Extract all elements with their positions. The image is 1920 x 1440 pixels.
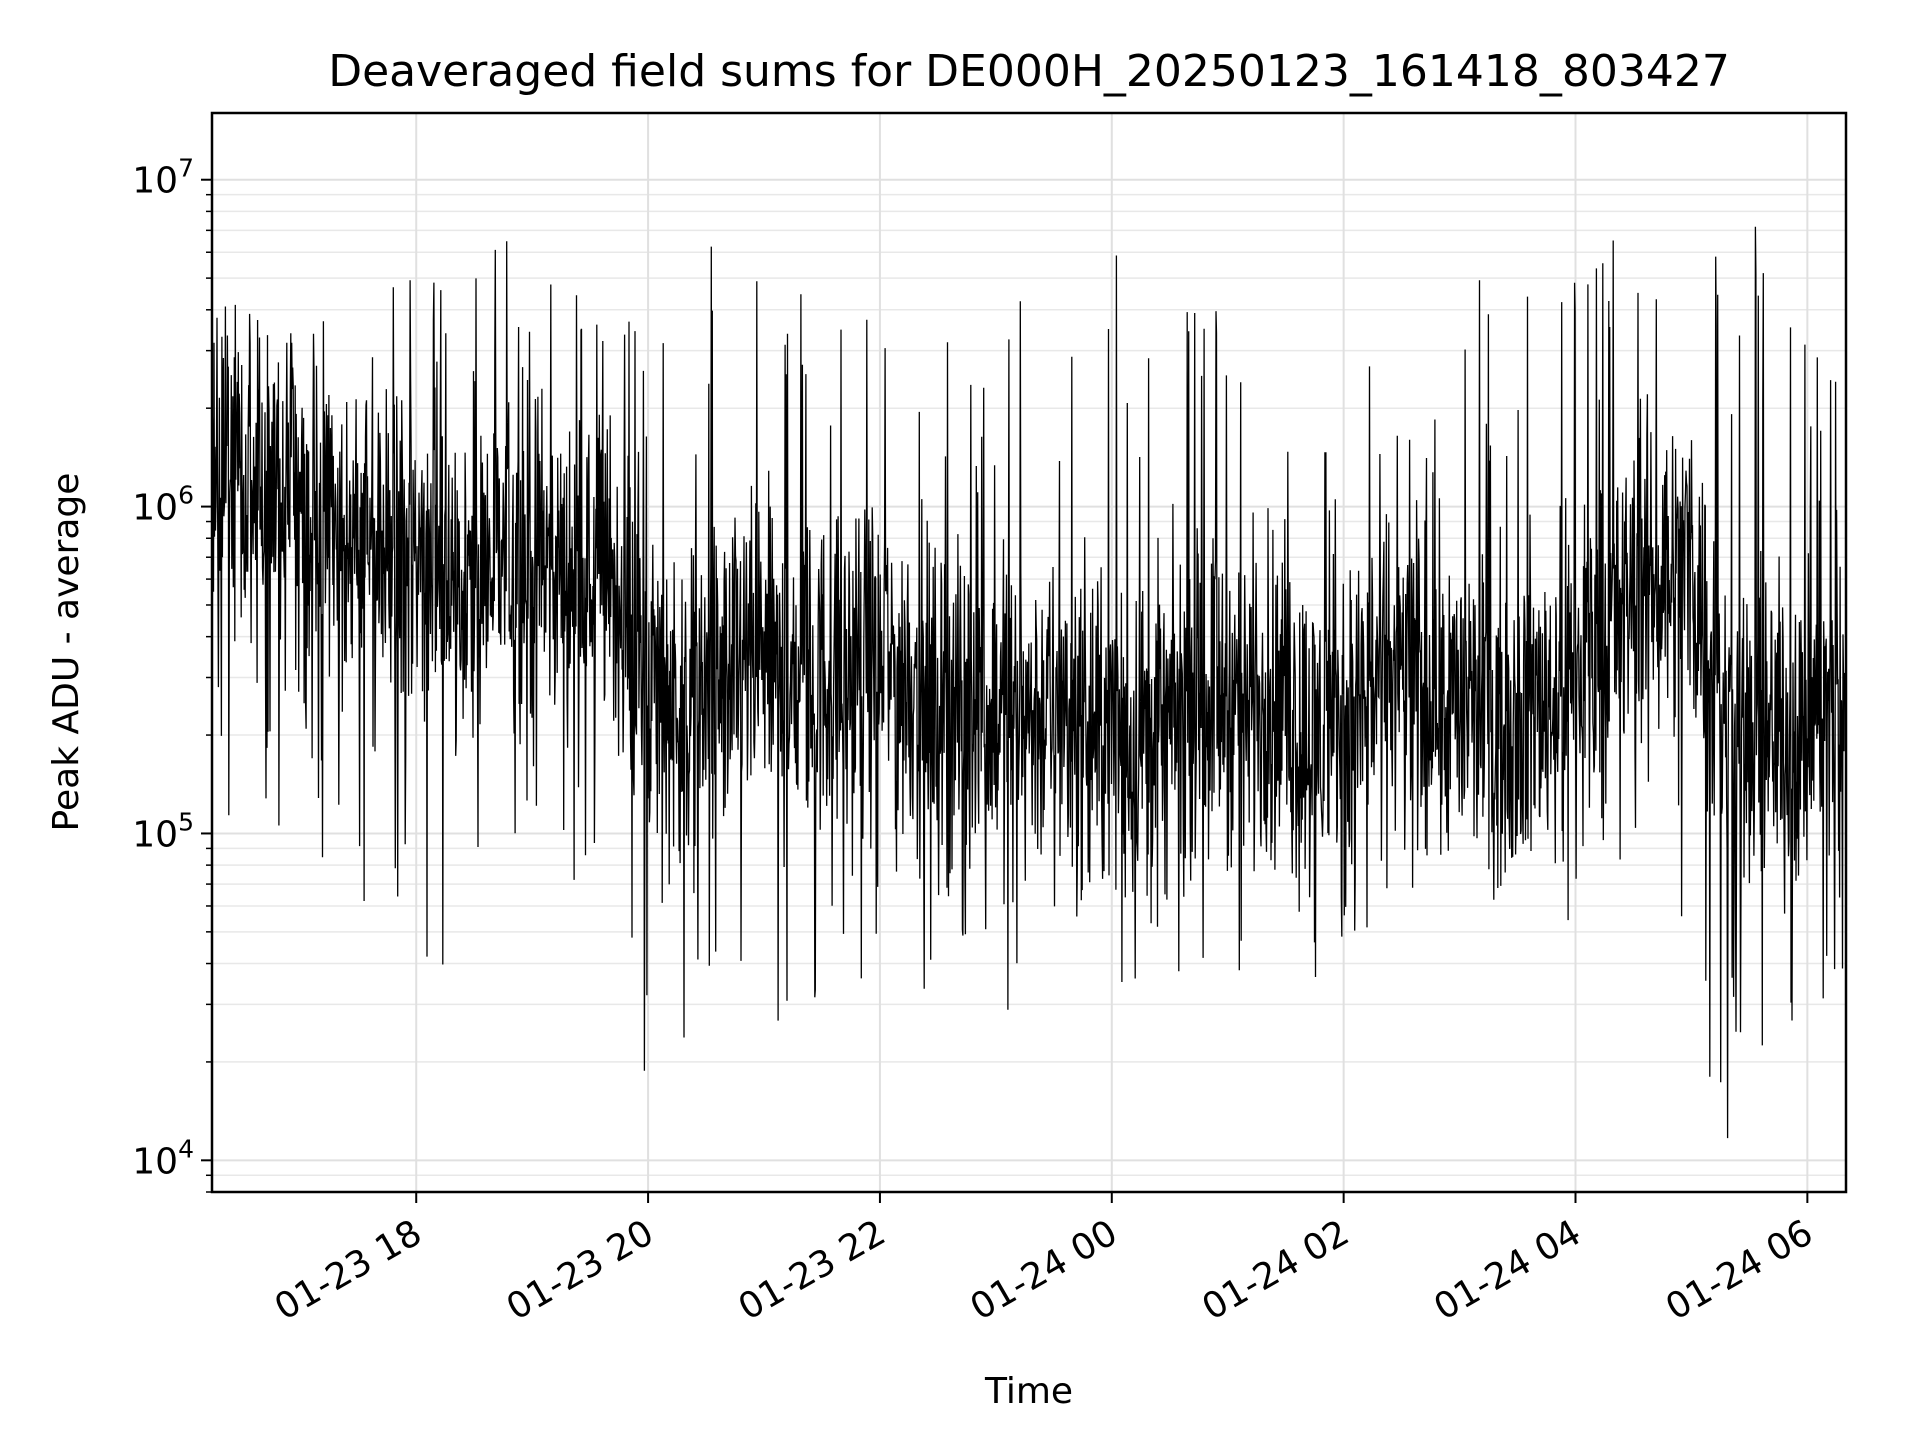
y-tick-label: 105 bbox=[132, 807, 194, 855]
series-path bbox=[212, 226, 1846, 1139]
y-tick-label: 104 bbox=[132, 1134, 194, 1182]
plot-frame bbox=[210, 111, 1848, 1194]
y-tick-label: 106 bbox=[132, 481, 194, 529]
x-axis-label: Time bbox=[984, 1371, 1073, 1412]
y-axis-label: Peak ADU - average bbox=[46, 473, 87, 832]
y-axis: 104 105 106 107 bbox=[132, 154, 212, 1182]
grid-major bbox=[212, 113, 1846, 1192]
data-series-line bbox=[212, 226, 1846, 1139]
chart-title: Deaveraged field sums for DE000H_2025012… bbox=[328, 46, 1730, 97]
y-tick-label: 107 bbox=[132, 154, 194, 202]
